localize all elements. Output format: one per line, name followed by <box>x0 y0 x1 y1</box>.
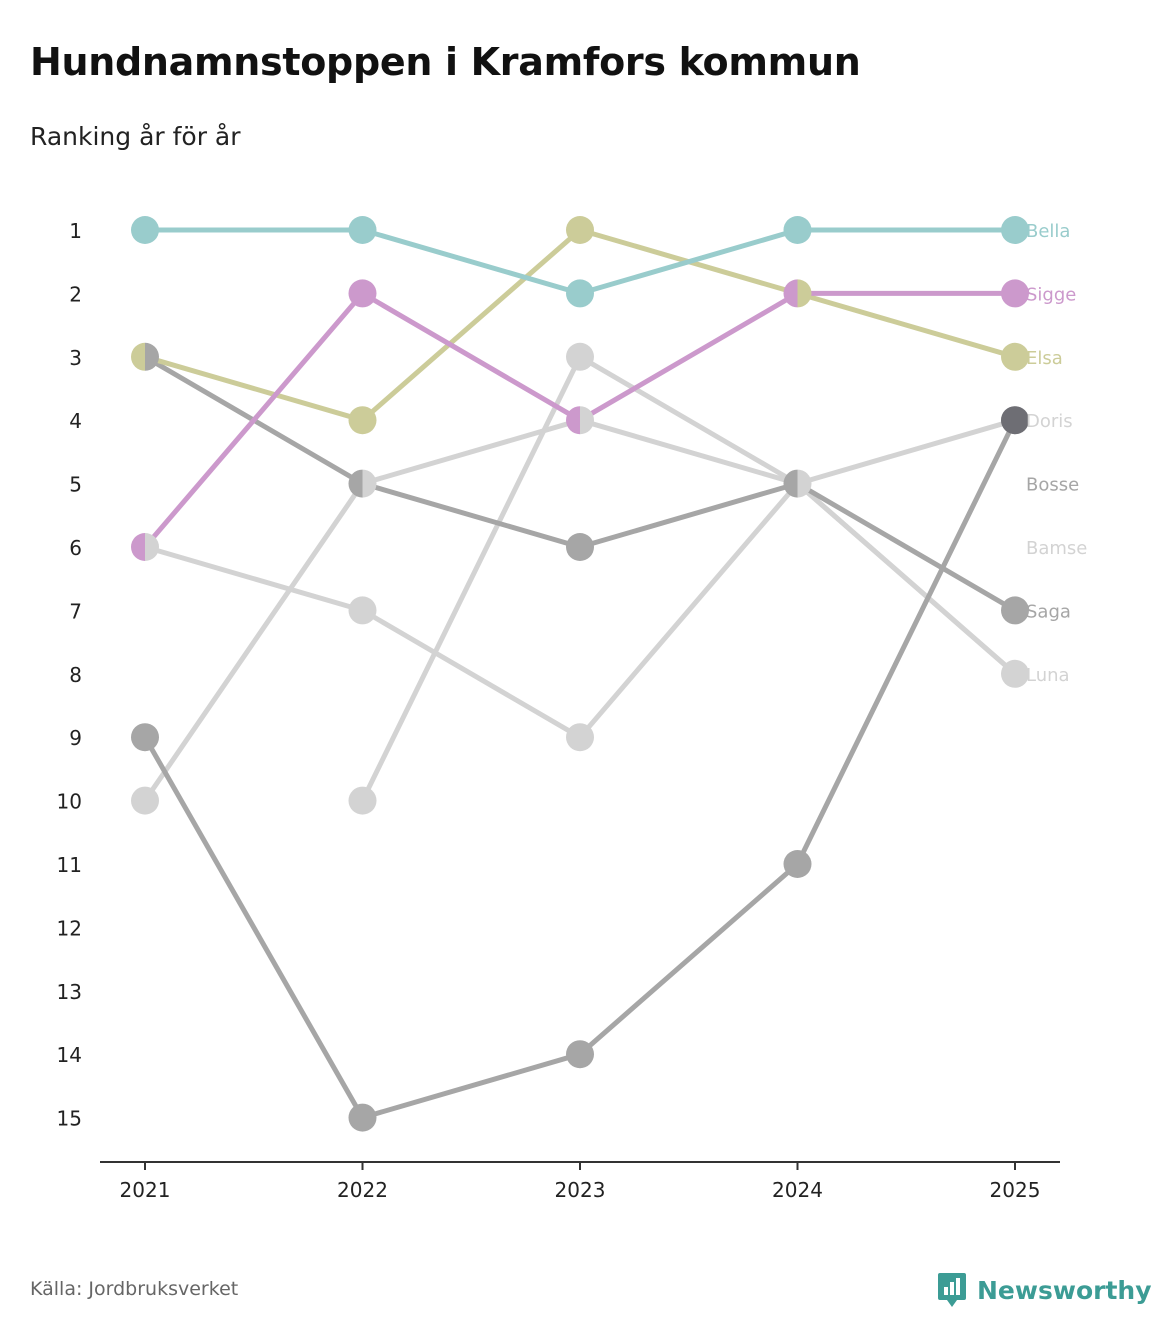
point-doris <box>566 342 594 371</box>
series-points <box>131 216 1029 1132</box>
y-tick-label: 15 <box>57 1107 82 1131</box>
point-split-right <box>145 533 159 561</box>
source-note: Källa: Jordbruksverket <box>30 1278 239 1300</box>
point-bosse <box>1001 596 1029 625</box>
x-tick-label: 2021 <box>120 1178 171 1202</box>
y-tick-label: 1 <box>69 219 82 243</box>
point-sigge <box>348 279 377 308</box>
end-label-doris: Doris <box>1026 411 1073 432</box>
point-split-right <box>797 279 812 308</box>
point-luna <box>348 596 377 625</box>
end-label-bamse: Bamse <box>1026 538 1087 559</box>
y-tick-label: 12 <box>57 916 82 940</box>
end-label-saga: Saga <box>1026 601 1071 622</box>
point-split-left <box>131 533 145 561</box>
point-saga <box>131 723 159 752</box>
x-tick-label: 2025 <box>990 1178 1041 1202</box>
y-tick-label: 3 <box>69 346 82 370</box>
point-doris <box>348 786 377 815</box>
point-luna <box>566 723 594 752</box>
point-split-right <box>145 342 159 371</box>
point-bamse <box>131 786 159 815</box>
point-bella <box>783 216 812 244</box>
y-tick-label: 9 <box>69 726 82 750</box>
series-line-saga <box>142 417 1018 1121</box>
point-split-left <box>783 279 798 308</box>
point-sigge <box>1001 279 1029 308</box>
y-tick-label: 10 <box>57 790 82 814</box>
x-tick-label: 2023 <box>555 1178 606 1202</box>
point-split-left <box>131 342 145 371</box>
point-highlight <box>1001 406 1029 435</box>
point-split-right <box>797 469 812 498</box>
series-line-doris <box>360 354 1018 804</box>
x-axis: 2021 2022 2023 2024 2025 <box>100 1161 1060 1202</box>
point-split-left <box>348 469 363 498</box>
point-doris <box>1001 659 1029 688</box>
series-end-labels: Bella Sigge Elsa Doris Bosse Bamse Saga Luna <box>1026 221 1087 686</box>
brand-name: Newsworthy <box>977 1275 1152 1305</box>
point-elsa <box>348 406 377 435</box>
point-bella <box>348 216 377 244</box>
point-split-left <box>783 469 798 498</box>
point-saga <box>566 1040 594 1069</box>
y-tick-label: 14 <box>57 1043 82 1067</box>
point-split-right <box>580 406 594 435</box>
y-tick-label: 2 <box>69 282 82 306</box>
y-tick-label: 13 <box>57 980 82 1004</box>
y-tick-label: 8 <box>69 663 82 687</box>
point-split-left <box>566 406 580 435</box>
x-tick-label: 2022 <box>337 1178 388 1202</box>
y-tick-label: 4 <box>69 409 82 433</box>
point-saga <box>348 1103 377 1132</box>
y-tick-label: 6 <box>69 536 82 560</box>
end-label-bella: Bella <box>1026 221 1070 242</box>
end-label-elsa: Elsa <box>1026 348 1063 369</box>
y-tick-label: 7 <box>69 599 82 623</box>
x-tick-label: 2024 <box>772 1178 823 1202</box>
chart-title: Hundnamnstoppen i Kramfors kommun <box>30 40 861 84</box>
brand-logo[interactable]: Newsworthy <box>937 1272 1152 1308</box>
chart-subtitle: Ranking år för år <box>30 122 241 151</box>
point-bella <box>131 216 159 244</box>
point-bella <box>1001 216 1029 244</box>
end-label-sigge: Sigge <box>1026 284 1076 305</box>
bar-chart-speech-bubble-icon <box>937 1272 967 1308</box>
y-tick-label: 11 <box>57 853 82 877</box>
point-split-right <box>362 469 377 498</box>
point-elsa <box>566 216 594 244</box>
point-bosse <box>566 533 594 561</box>
end-label-luna: Luna <box>1026 665 1070 686</box>
point-bella <box>566 279 594 308</box>
point-elsa <box>1001 342 1029 371</box>
y-tick-label: 5 <box>69 473 82 497</box>
end-label-bosse: Bosse <box>1026 475 1079 496</box>
point-saga <box>783 850 812 878</box>
